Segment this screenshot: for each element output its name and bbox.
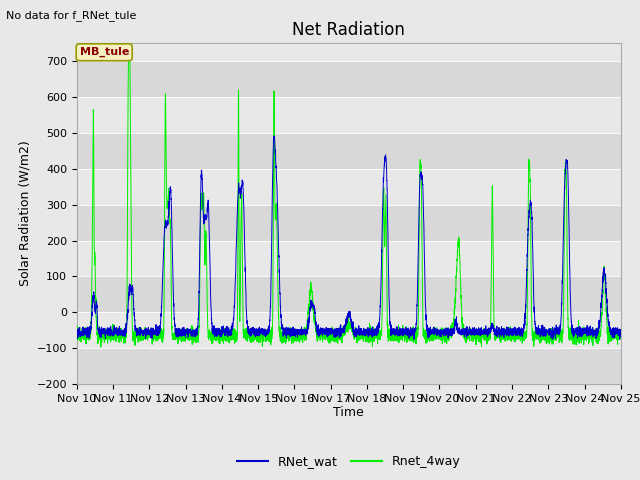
Rnet_4way: [616, 330, 624, 336]
Bar: [77, 133, 621, 169]
Rnet_4way: [441, 328, 449, 334]
Title: Net Radiation: Net Radiation: [292, 21, 405, 39]
Bar: [77, 97, 621, 133]
Bar: [77, 348, 621, 384]
RNet_wat: [329, 328, 337, 334]
Text: MB_tule: MB_tule: [79, 47, 129, 58]
Rnet_4way: [97, 344, 105, 350]
Line: RNet_wat: RNet_wat: [77, 136, 621, 339]
Rnet_4way: [617, 333, 625, 338]
RNet_wat: [617, 327, 625, 333]
RNet_wat: [270, 133, 278, 139]
RNet_wat: [73, 330, 81, 336]
RNet_wat: [471, 331, 479, 336]
Y-axis label: Solar Radiation (W/m2): Solar Radiation (W/m2): [18, 141, 31, 287]
Legend: RNet_wat, Rnet_4way: RNet_wat, Rnet_4way: [232, 450, 466, 473]
Bar: [77, 240, 621, 276]
Rnet_4way: [73, 326, 81, 332]
Bar: [77, 169, 621, 204]
Rnet_4way: [171, 331, 179, 336]
RNet_wat: [616, 334, 624, 339]
X-axis label: Time: Time: [333, 407, 364, 420]
Bar: [77, 204, 621, 240]
Text: No data for f_RNet_tule: No data for f_RNet_tule: [6, 10, 137, 21]
Bar: [77, 276, 621, 312]
Rnet_4way: [329, 330, 337, 336]
RNet_wat: [502, 327, 509, 333]
RNet_wat: [171, 319, 179, 325]
Rnet_4way: [125, 40, 132, 46]
RNet_wat: [441, 327, 449, 333]
Line: Rnet_4way: Rnet_4way: [77, 43, 621, 347]
Rnet_4way: [502, 333, 509, 339]
Bar: [77, 61, 621, 97]
RNet_wat: [410, 336, 418, 342]
Bar: [77, 312, 621, 348]
Rnet_4way: [471, 328, 479, 334]
